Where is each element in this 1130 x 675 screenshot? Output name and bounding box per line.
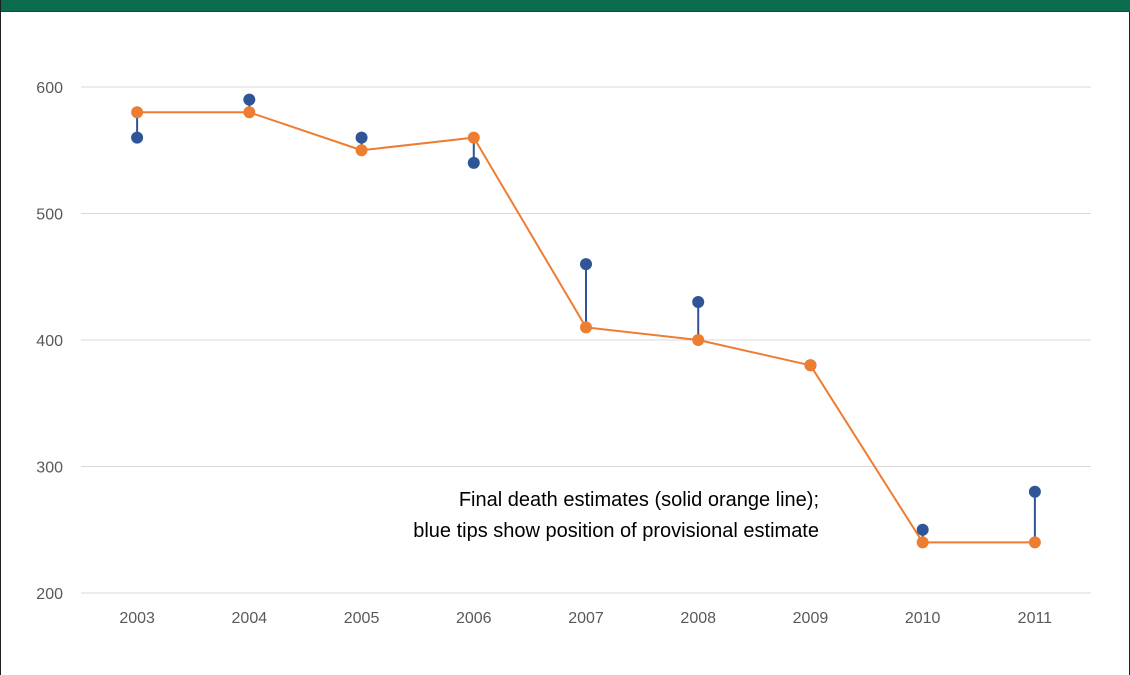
- provisional-series: [131, 93, 1041, 549]
- y-axis-labels: 200 300 400 500 600: [36, 80, 63, 603]
- y-tick-label: 300: [36, 460, 63, 477]
- provisional-point: [916, 523, 929, 536]
- annotation: Final death estimates (solid orange line…: [413, 489, 819, 542]
- annotation-line-2: blue tips show position of provisional e…: [413, 520, 819, 542]
- y-tick-label: 500: [36, 207, 63, 224]
- final-point: [804, 359, 817, 372]
- final-point: [243, 106, 256, 119]
- provisional-point: [355, 131, 368, 144]
- x-tick-label: 2006: [456, 610, 492, 627]
- x-tick-label: 2004: [232, 610, 268, 627]
- x-tick-label: 2011: [1018, 610, 1053, 627]
- provisional-point: [692, 296, 705, 309]
- final-point: [355, 144, 368, 157]
- y-tick-label: 600: [36, 80, 63, 97]
- annotation-line-1: Final death estimates (solid orange line…: [459, 489, 819, 511]
- x-tick-label: 2003: [119, 610, 155, 627]
- x-tick-label: 2005: [344, 610, 380, 627]
- x-tick-label: 2008: [680, 610, 716, 627]
- final-point: [131, 106, 144, 119]
- y-tick-label: 200: [36, 586, 63, 603]
- provisional-point: [580, 258, 592, 271]
- x-axis-labels: 2003 2004 2005 2006 2007 2008 2009 2010 2011: [119, 610, 1052, 627]
- final-point: [580, 321, 592, 334]
- provisional-point: [131, 131, 144, 144]
- provisional-point: [1028, 485, 1041, 498]
- x-tick-label: 2010: [905, 610, 941, 627]
- provisional-point: [243, 93, 256, 106]
- final-point: [916, 536, 929, 549]
- y-tick-label: 400: [36, 333, 63, 350]
- provisional-point: [467, 156, 480, 169]
- provisional-stems: [136, 99, 1036, 543]
- final-point: [692, 334, 705, 346]
- x-tick-label: 2009: [793, 610, 829, 627]
- gridlines: [81, 86, 1091, 594]
- header-bar: [1, 0, 1130, 12]
- final-point: [467, 131, 480, 144]
- x-tick-label: 2007: [568, 610, 604, 627]
- final-point: [1028, 536, 1041, 549]
